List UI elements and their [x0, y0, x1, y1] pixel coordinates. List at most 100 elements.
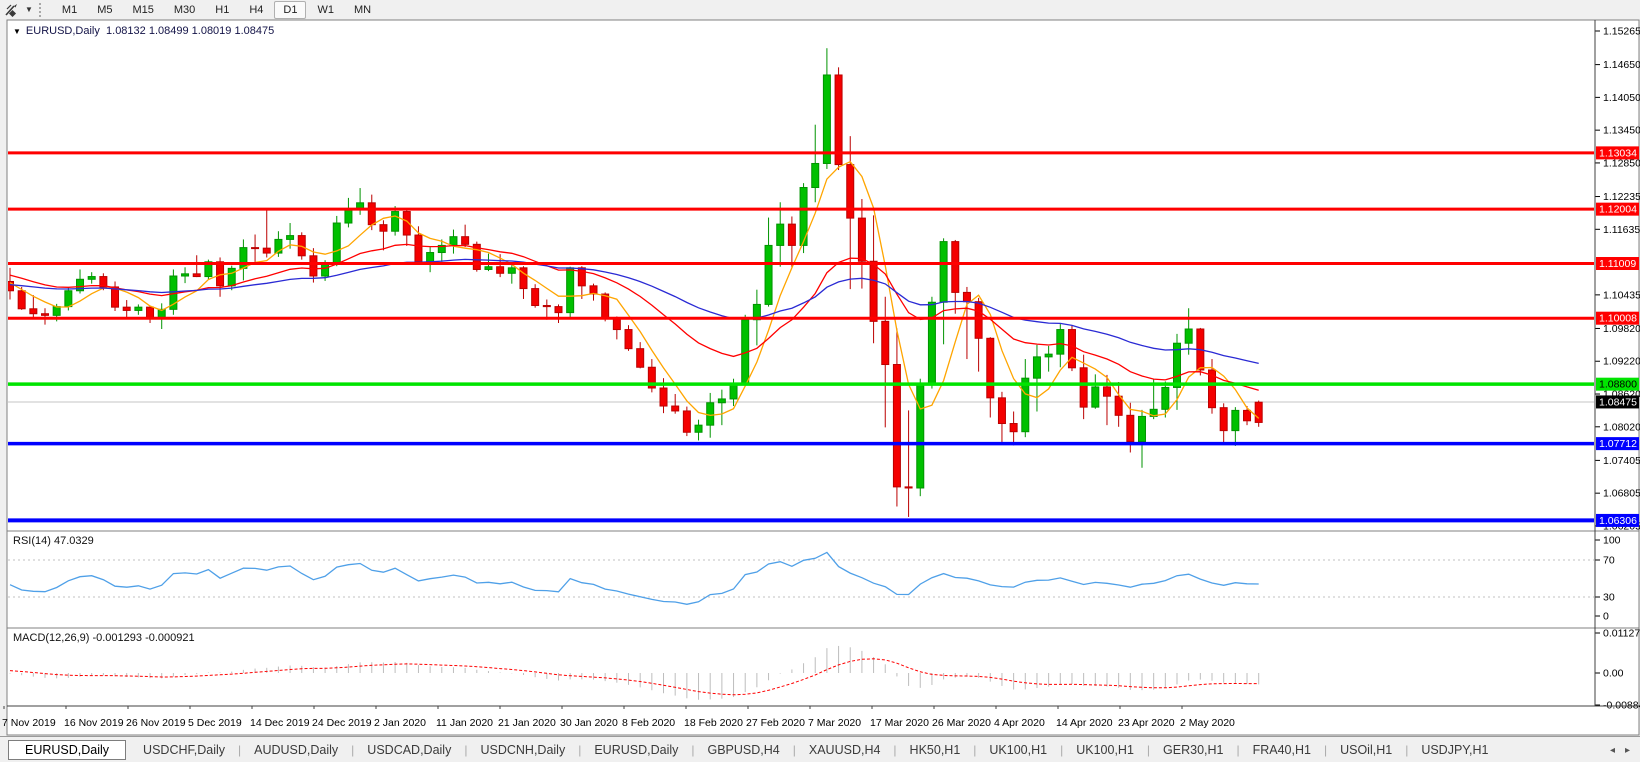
macd-pane [9, 645, 1260, 700]
chart-tab-HK50-H1[interactable]: HK50,H1 [909, 743, 961, 757]
candle [974, 301, 983, 339]
candle [1079, 367, 1088, 408]
candle [1009, 423, 1018, 433]
timeframe-button-H1[interactable]: H1 [215, 3, 230, 16]
price-tick-label: 1.12235 [1603, 191, 1640, 203]
rsi-indicator-label: RSI(14) 47.0329 [13, 535, 94, 547]
timeframe-button-D1[interactable]: D1 [274, 0, 307, 19]
rsi-tick-label: 100 [1603, 535, 1621, 547]
chart-tab-AUDUSD-Daily[interactable]: AUDUSD,Daily [254, 743, 339, 757]
timeframe-button-H4[interactable]: H4 [249, 3, 264, 16]
date-label: 11 Jan 2020 [436, 717, 493, 729]
level-price-badge: 1.10008 [1599, 313, 1637, 325]
candle [286, 235, 295, 240]
tab-separator: | [578, 743, 582, 757]
date-label: 17 Mar 2020 [870, 717, 929, 729]
level-price-badge: 1.06306 [1599, 515, 1637, 527]
candle [192, 273, 201, 278]
candle [472, 243, 481, 270]
candle [1208, 369, 1217, 409]
date-label: 7 Nov 2019 [2, 717, 56, 729]
tabs-scroll-left-icon[interactable]: ◂ [1609, 744, 1615, 756]
timeframe-button-M30[interactable]: M30 [173, 3, 196, 16]
chart-title-ohlc: 1.08132 1.08499 1.08019 1.08475 [106, 25, 275, 37]
candle [309, 255, 318, 277]
candle [321, 263, 330, 277]
candle [344, 209, 353, 224]
ma-line-medium [9, 243, 1259, 391]
candle [87, 276, 96, 280]
candle [1067, 329, 1076, 369]
candle [1091, 386, 1100, 408]
price-tick-label: 1.08020 [1603, 421, 1640, 433]
toolbar-grip [38, 2, 46, 17]
candle [17, 290, 26, 310]
level-price-badge: 1.11009 [1599, 258, 1636, 270]
timeframe-button-M5[interactable]: M5 [97, 3, 113, 16]
chart-tab-EURUSD-Daily[interactable]: EURUSD,Daily [8, 740, 127, 760]
candle [846, 164, 855, 219]
chart-tab-USDJPY-H1[interactable]: USDJPY,H1 [1421, 743, 1489, 757]
dropdown-caret-icon[interactable]: ▼ [25, 5, 33, 14]
price-tick-label: 1.09220 [1603, 356, 1640, 368]
level-price-badge: 1.13034 [1599, 147, 1637, 159]
candle [449, 236, 458, 246]
date-label: 14 Apr 2020 [1056, 717, 1113, 729]
chart-tab-EURUSD-Daily[interactable]: EURUSD,Daily [594, 743, 679, 757]
tab-separator: | [351, 743, 355, 757]
candle [391, 211, 400, 232]
candle [764, 244, 773, 305]
ma-line-slow [9, 258, 1259, 365]
timeframe-toolbar: M1 M5 M15 M30 H1 H4 D1 W1 MN [52, 0, 381, 19]
candle [939, 241, 948, 303]
candle [542, 305, 551, 308]
timeframe-button-MN[interactable]: MN [353, 3, 372, 16]
candle [1137, 415, 1146, 443]
candle [414, 234, 423, 263]
chart-tab-UK100-H1[interactable]: UK100,H1 [1076, 743, 1134, 757]
candle [1044, 353, 1053, 358]
candle [1254, 401, 1263, 423]
timeframe-button-W1[interactable]: W1 [317, 3, 334, 16]
candle [484, 266, 493, 270]
tabs-scroll-right-icon[interactable]: ▸ [1624, 744, 1630, 756]
chart-tab-GBPUSD-H4[interactable]: GBPUSD,H4 [707, 743, 780, 757]
chart-tab-USDCNH-Daily[interactable]: USDCNH,Daily [480, 743, 566, 757]
tab-separator: | [464, 743, 468, 757]
candle [41, 313, 50, 316]
candle [694, 424, 703, 433]
candle [659, 387, 668, 407]
candle [111, 286, 120, 308]
tab-separator: | [792, 743, 796, 757]
candle [461, 236, 470, 245]
candle [776, 223, 785, 246]
candle [787, 223, 796, 246]
tab-separator: | [1060, 743, 1064, 757]
chart-tab-USOil-H1[interactable]: USOil,H1 [1340, 743, 1393, 757]
crosshair-cursor-icon[interactable] [3, 2, 23, 18]
candle [986, 337, 995, 399]
timeframe-button-M1[interactable]: M1 [61, 3, 78, 16]
date-label: 2 Jan 2020 [374, 717, 426, 729]
timeframe-button-M15[interactable]: M15 [132, 3, 154, 16]
date-label: 21 Jan 2020 [498, 717, 556, 729]
collapse-triangle-icon[interactable]: ▼ [13, 27, 21, 36]
macd-tick-label: 0.011277 [1603, 628, 1640, 640]
level-price-badge: 1.12004 [1599, 204, 1637, 216]
price-tick-label: 1.09820 [1603, 323, 1640, 335]
chart-tab-XAUUSD-H4[interactable]: XAUUSD,H4 [808, 743, 881, 757]
candle [1161, 386, 1170, 410]
chart-tab-USDCAD-Daily[interactable]: USDCAD,Daily [367, 743, 452, 757]
level-price-badge: 1.07712 [1599, 438, 1637, 450]
chart-tab-USDCHF-Daily[interactable]: USDCHF,Daily [143, 743, 225, 757]
chart-tab-GER30-H1[interactable]: GER30,H1 [1163, 743, 1224, 757]
chart-tab-FRA40-H1[interactable]: FRA40,H1 [1252, 743, 1311, 757]
chart-tab-UK100-H1[interactable]: UK100,H1 [989, 743, 1048, 757]
price-tick-label: 1.11635 [1603, 224, 1640, 236]
rsi-pane: 100 70 30 0 [8, 535, 1621, 623]
levels-layer: 1.13034 1.12004 1.11009 1.10008 1.08800 1.077… [8, 146, 1639, 527]
macd-tick-label: 0.00 [1603, 668, 1624, 680]
candle [1102, 386, 1111, 397]
